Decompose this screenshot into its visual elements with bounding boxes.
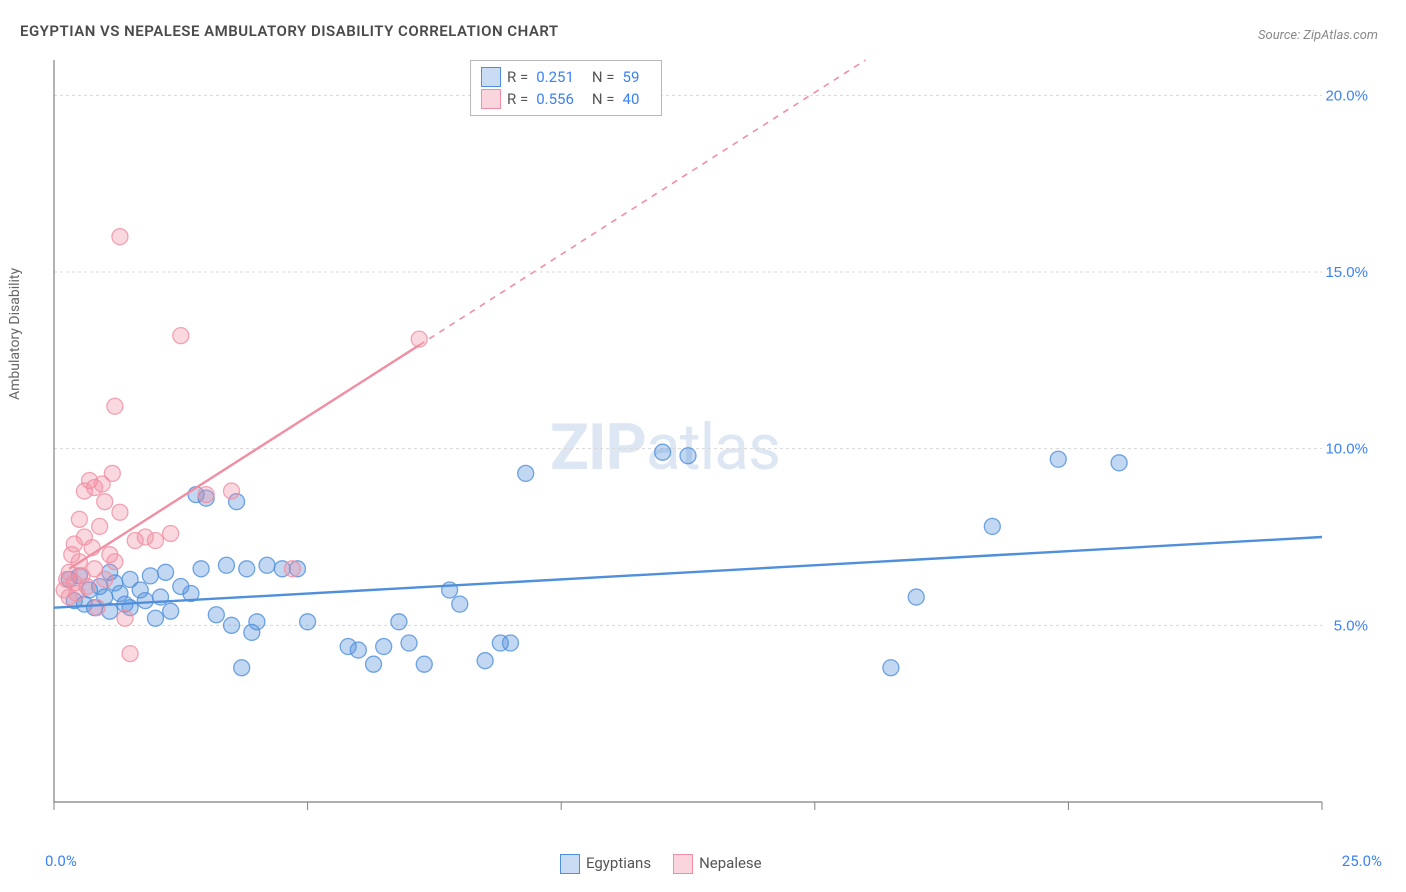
r-value-nepalese: 0.556 — [536, 88, 574, 110]
correlation-legend: R = 0.251 N = 59 R = 0.556 N = 40 — [470, 60, 662, 116]
x-tick-label-min: 0.0% — [45, 852, 77, 870]
r-value-egyptians: 0.251 — [536, 66, 574, 88]
n-value-egyptians: 59 — [623, 66, 640, 88]
legend-swatch-icon — [673, 854, 693, 874]
chart-title: EGYPTIAN VS NEPALESE AMBULATORY DISABILI… — [20, 22, 559, 40]
series-legend: Egyptians Nepalese — [560, 854, 762, 874]
svg-text:15.0%: 15.0% — [1325, 264, 1368, 281]
legend-item-nepalese: Nepalese — [673, 854, 762, 874]
legend-row-nepalese: R = 0.556 N = 40 — [481, 88, 651, 110]
legend-swatch-nepalese — [481, 89, 501, 109]
scatter-plot-svg: 5.0% 10.0% 15.0% 20.0% — [50, 52, 1380, 842]
legend-swatch-egyptians — [481, 67, 501, 87]
x-tick-label-max: 25.0% — [1342, 852, 1382, 870]
y-axis-label: Ambulatory Disability — [7, 268, 23, 400]
svg-text:10.0%: 10.0% — [1325, 441, 1368, 458]
svg-text:20.0%: 20.0% — [1325, 87, 1368, 104]
source-label: Source: ZipAtlas.com — [1258, 28, 1378, 43]
legend-item-egyptians: Egyptians — [560, 854, 651, 874]
svg-text:5.0%: 5.0% — [1334, 617, 1368, 634]
plot-area: 5.0% 10.0% 15.0% 20.0% — [50, 52, 1380, 842]
legend-row-egyptians: R = 0.251 N = 59 — [481, 66, 651, 88]
legend-swatch-icon — [560, 854, 580, 874]
n-value-nepalese: 40 — [623, 88, 640, 110]
